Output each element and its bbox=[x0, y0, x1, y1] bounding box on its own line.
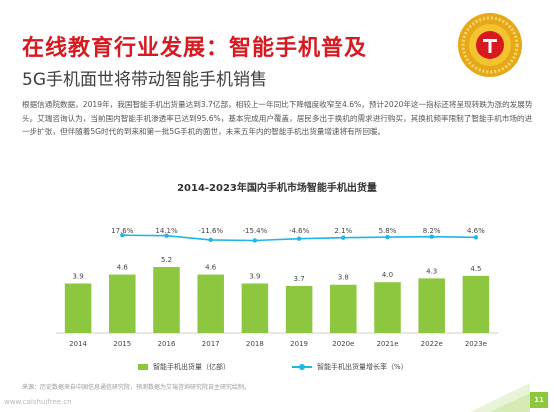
x-tick-label-2022e: 2022e bbox=[421, 340, 443, 348]
growth-label-2023e: 4.6% bbox=[467, 227, 485, 235]
legend-item-bar: 智能手机出货量（亿部） bbox=[138, 362, 230, 372]
x-tick-label-2021e: 2021e bbox=[376, 340, 398, 348]
page-number: 11 bbox=[530, 392, 548, 408]
bar-2014 bbox=[64, 283, 92, 333]
growth-point-2022e bbox=[429, 234, 434, 239]
growth-label-2018: -15.4% bbox=[243, 227, 268, 235]
bar-label-2016: 5.2 bbox=[161, 256, 172, 264]
bar-2022e bbox=[418, 278, 445, 333]
growth-point-2016 bbox=[164, 233, 169, 238]
growth-point-2023e bbox=[473, 235, 479, 240]
x-tick-label-2018: 2018 bbox=[246, 340, 264, 348]
site-watermark: www.caishuifree.cn bbox=[4, 398, 72, 406]
x-tick-label-2023e: 2023e bbox=[465, 340, 487, 348]
brand-logo bbox=[458, 13, 522, 77]
bar-2015 bbox=[109, 274, 136, 333]
growth-label-2022e: 8.2% bbox=[423, 227, 441, 235]
bar-label-2021e: 4.0 bbox=[382, 271, 393, 279]
bar-label-2023e: 4.5 bbox=[470, 265, 481, 273]
growth-point-2019 bbox=[296, 236, 302, 241]
bar-2017 bbox=[197, 274, 224, 333]
page-title: 在线教育行业发展：智能手机普及 bbox=[22, 36, 368, 61]
x-tick-label-2016: 2016 bbox=[158, 340, 176, 348]
x-tick-label-2017: 2017 bbox=[202, 340, 220, 348]
page-subtitle: 5G手机面世将带动智能手机销售 bbox=[22, 70, 267, 90]
growth-point-2020e bbox=[341, 235, 346, 240]
chart-title: 2014-2023年国内手机市场智能手机出货量 bbox=[177, 183, 377, 194]
x-tick-label-2020e: 2020e bbox=[332, 340, 354, 348]
legend-swatch-line bbox=[292, 364, 312, 370]
source-note: 来源：历史数据来自中国信息通信研究院，预测数据为艾瑞咨询研究院自主研究绘制。 bbox=[22, 384, 251, 391]
legend-swatch-bar bbox=[138, 364, 148, 370]
x-tick-label-2015: 2015 bbox=[113, 340, 131, 348]
growth-label-2015: 17.6% bbox=[111, 227, 134, 235]
growth-point-2018 bbox=[252, 238, 258, 243]
bar-2021e bbox=[374, 282, 401, 333]
growth-point-2015 bbox=[120, 232, 125, 238]
growth-label-2020e: 2.1% bbox=[334, 227, 352, 235]
legend-label-bar: 智能手机出货量（亿部） bbox=[153, 363, 230, 371]
bar-label-2018: 3.9 bbox=[249, 272, 260, 280]
bar-label-2015: 4.6 bbox=[117, 264, 129, 272]
legend-item-line: 智能手机出货量增长率（%） bbox=[292, 362, 408, 372]
chart-legend: 智能手机出货量（亿部） 智能手机出货量增长率（%） bbox=[138, 362, 470, 372]
growth-label-2017: -11.6% bbox=[198, 227, 223, 235]
growth-label-2019: -4.6% bbox=[289, 227, 310, 235]
bar-2018 bbox=[241, 283, 269, 333]
x-tick-label-2019: 2019 bbox=[290, 340, 308, 348]
growth-point-2017 bbox=[208, 237, 213, 243]
bar-2023e bbox=[462, 275, 490, 333]
growth-point-2021e bbox=[385, 234, 390, 240]
growth-label-2016: 14.1% bbox=[155, 227, 178, 235]
x-tick-label-2014: 2014 bbox=[69, 340, 87, 348]
bar-label-2017: 4.6 bbox=[205, 264, 217, 272]
bar-2019 bbox=[285, 286, 313, 333]
corner-decoration bbox=[470, 383, 530, 412]
bar-label-2022e: 4.3 bbox=[426, 267, 437, 275]
bar-label-2014: 3.9 bbox=[73, 272, 84, 280]
growth-label-2021e: 5.8% bbox=[379, 227, 397, 235]
bar-label-2019: 3.7 bbox=[294, 275, 305, 283]
legend-label-line: 智能手机出货量增长率（%） bbox=[317, 363, 408, 371]
body-paragraph: 根据信通院数据，2019年，我国智能手机出货量达到3.7亿部，相较上一年同比下降… bbox=[22, 100, 533, 136]
bar-2020e bbox=[330, 284, 357, 333]
bar-label-2020e: 3.8 bbox=[338, 274, 349, 282]
bar-2016 bbox=[153, 266, 180, 333]
